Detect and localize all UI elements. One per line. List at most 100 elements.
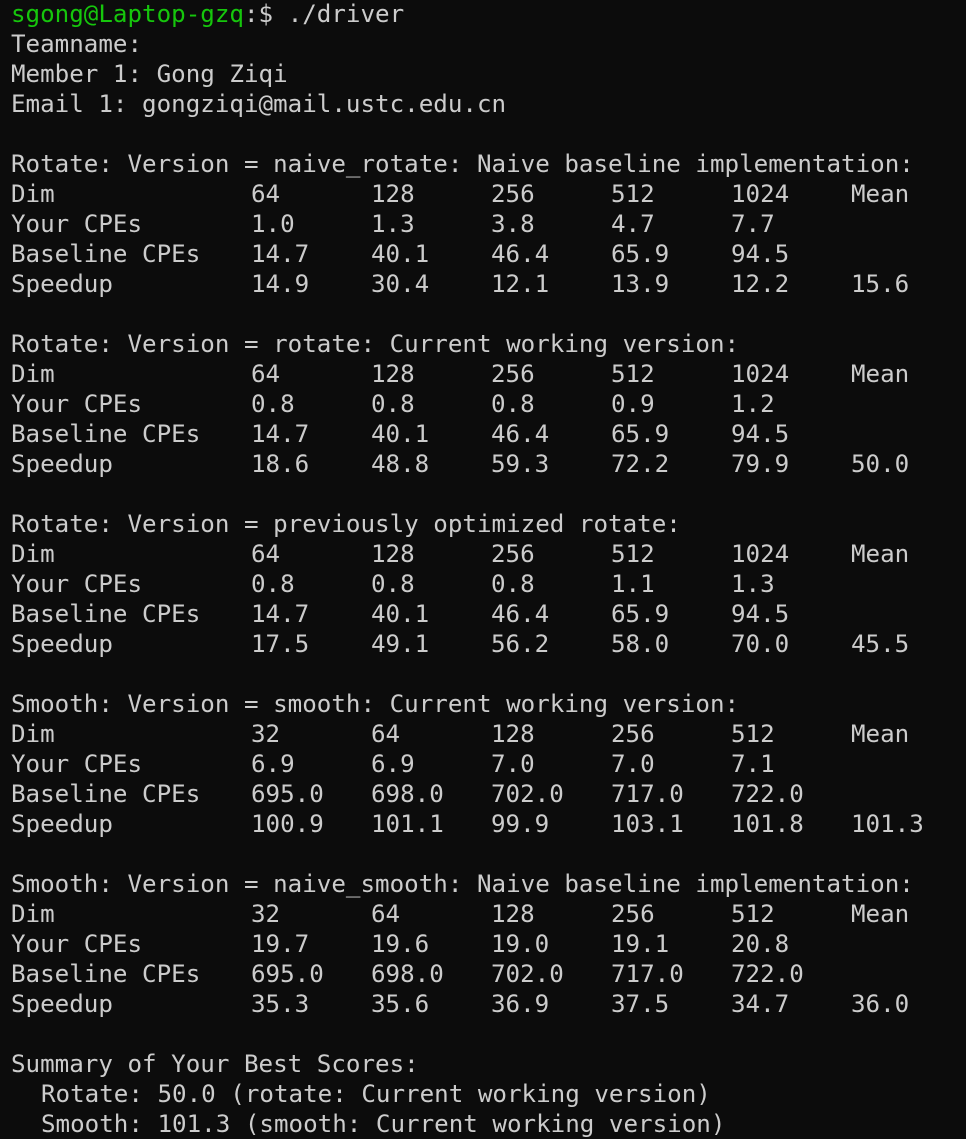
table-cell: 79.9 — [731, 450, 790, 478]
results-section: Smooth: Version = naive_smooth: Naive ba… — [11, 869, 966, 1049]
row-label: Your CPEs — [11, 570, 143, 598]
table-cell: 0.8 — [371, 390, 415, 418]
row-label: Baseline CPEs — [11, 420, 201, 448]
table-cell: 717.0 — [611, 780, 684, 808]
row-label: Baseline CPEs — [11, 960, 201, 988]
dim-row: Dim 64 128 256 512 1024 Mean — [11, 539, 966, 569]
table-cell: 64 — [371, 720, 401, 748]
table-cell: 128 — [371, 540, 415, 568]
table-cell: 37.5 — [611, 990, 670, 1018]
table-cell: 0.8 — [251, 390, 295, 418]
prompt-line: sgong@Laptop-gzq:$ ./driver — [11, 0, 966, 29]
table-cell: 128 — [371, 360, 415, 388]
table-cell: 101.8 — [731, 810, 804, 838]
row-label: Dim — [11, 720, 55, 748]
table-cell: 702.0 — [491, 960, 564, 988]
table-cell: 35.6 — [371, 990, 430, 1018]
table-cell: 72.2 — [611, 450, 670, 478]
table-cell: 698.0 — [371, 780, 444, 808]
table-cell: 103.1 — [611, 810, 684, 838]
table-cell: 512 — [611, 540, 655, 568]
table-cell: 1.2 — [731, 390, 775, 418]
table-cell: 256 — [611, 900, 655, 928]
table-cell: 15.6 — [851, 270, 910, 298]
speedup-row: Speedup 18.6 48.8 59.3 72.2 79.9 50.0 — [11, 449, 966, 479]
table-cell: 94.5 — [731, 240, 790, 268]
table-cell: Mean — [851, 540, 910, 568]
baseline-cpes-row: Baseline CPEs 695.0 698.0 702.0 717.0 722.0 — [11, 959, 966, 989]
table-cell: 40.1 — [371, 420, 430, 448]
row-label: Speedup — [11, 270, 113, 298]
table-cell: 12.1 — [491, 270, 550, 298]
table-cell: 101.3 — [851, 810, 924, 838]
your-cpes-row: Your CPEs 1.0 1.3 3.8 4.7 7.7 — [11, 209, 966, 239]
blank-line — [11, 119, 966, 149]
table-cell: 59.3 — [491, 450, 550, 478]
your-cpes-row: Your CPEs 0.8 0.8 0.8 1.1 1.3 — [11, 569, 966, 599]
row-label: Dim — [11, 540, 55, 568]
baseline-cpes-row: Baseline CPEs 14.7 40.1 46.4 65.9 94.5 — [11, 599, 966, 629]
table-cell: 46.4 — [491, 240, 550, 268]
table-cell: 6.9 — [371, 750, 415, 778]
table-cell: 695.0 — [251, 960, 324, 988]
table-cell: 70.0 — [731, 630, 790, 658]
table-cell: 722.0 — [731, 780, 804, 808]
table-cell: 32 — [251, 900, 281, 928]
results-section: Rotate: Version = naive_rotate: Naive ba… — [11, 149, 966, 329]
table-cell: 40.1 — [371, 240, 430, 268]
row-label: Your CPEs — [11, 750, 143, 778]
row-label: Dim — [11, 900, 55, 928]
blank-line — [11, 839, 966, 869]
table-cell: Mean — [851, 900, 910, 928]
baseline-cpes-row: Baseline CPEs 695.0 698.0 702.0 717.0 722.0 — [11, 779, 966, 809]
table-cell: 64 — [371, 900, 401, 928]
row-label: Speedup — [11, 990, 113, 1018]
table-cell: 512 — [731, 900, 775, 928]
speedup-row: Speedup 17.5 49.1 56.2 58.0 70.0 45.5 — [11, 629, 966, 659]
table-cell: 32 — [251, 720, 281, 748]
table-cell: 6.9 — [251, 750, 295, 778]
table-cell: 65.9 — [611, 600, 670, 628]
table-cell: 702.0 — [491, 780, 564, 808]
table-cell: 256 — [491, 360, 535, 388]
table-cell: 722.0 — [731, 960, 804, 988]
table-cell: 35.3 — [251, 990, 310, 1018]
table-cell: 0.8 — [251, 570, 295, 598]
table-cell: 256 — [491, 180, 535, 208]
section-title: Rotate: Version = naive_rotate: Naive ba… — [11, 150, 914, 178]
table-cell: 1024 — [731, 360, 790, 388]
blank-line — [11, 1019, 966, 1049]
table-cell: 1024 — [731, 180, 790, 208]
speedup-row: Speedup 14.9 30.4 12.1 13.9 12.2 15.6 — [11, 269, 966, 299]
dim-row: Dim 32 64 128 256 512 Mean — [11, 899, 966, 929]
your-cpes-row: Your CPEs 6.9 6.9 7.0 7.0 7.1 — [11, 749, 966, 779]
table-cell: 19.7 — [251, 930, 310, 958]
table-cell: 12.2 — [731, 270, 790, 298]
row-label: Speedup — [11, 630, 113, 658]
row-label: Dim — [11, 360, 55, 388]
table-cell: 64 — [251, 180, 281, 208]
blank-line — [11, 659, 966, 689]
table-cell: 698.0 — [371, 960, 444, 988]
table-cell: 1024 — [731, 540, 790, 568]
table-cell: 256 — [611, 720, 655, 748]
row-label: Baseline CPEs — [11, 600, 201, 628]
table-cell: 0.9 — [611, 390, 655, 418]
table-cell: 30.4 — [371, 270, 430, 298]
speedup-row: Speedup 100.9 101.1 99.9 103.1 101.8 101.3 — [11, 809, 966, 839]
table-cell: 58.0 — [611, 630, 670, 658]
table-cell: 36.0 — [851, 990, 910, 1018]
table-cell: 1.0 — [251, 210, 295, 238]
blank-line — [11, 299, 966, 329]
prompt-separator: :$ — [244, 0, 288, 28]
table-cell: 512 — [611, 360, 655, 388]
results-section: Smooth: Version = smooth: Current workin… — [11, 689, 966, 869]
table-cell: 99.9 — [491, 810, 550, 838]
table-cell: 94.5 — [731, 420, 790, 448]
table-cell: 64 — [251, 360, 281, 388]
table-cell: 36.9 — [491, 990, 550, 1018]
table-cell: 19.0 — [491, 930, 550, 958]
results-section: Rotate: Version = previously optimized r… — [11, 509, 966, 689]
table-cell: 128 — [491, 900, 535, 928]
